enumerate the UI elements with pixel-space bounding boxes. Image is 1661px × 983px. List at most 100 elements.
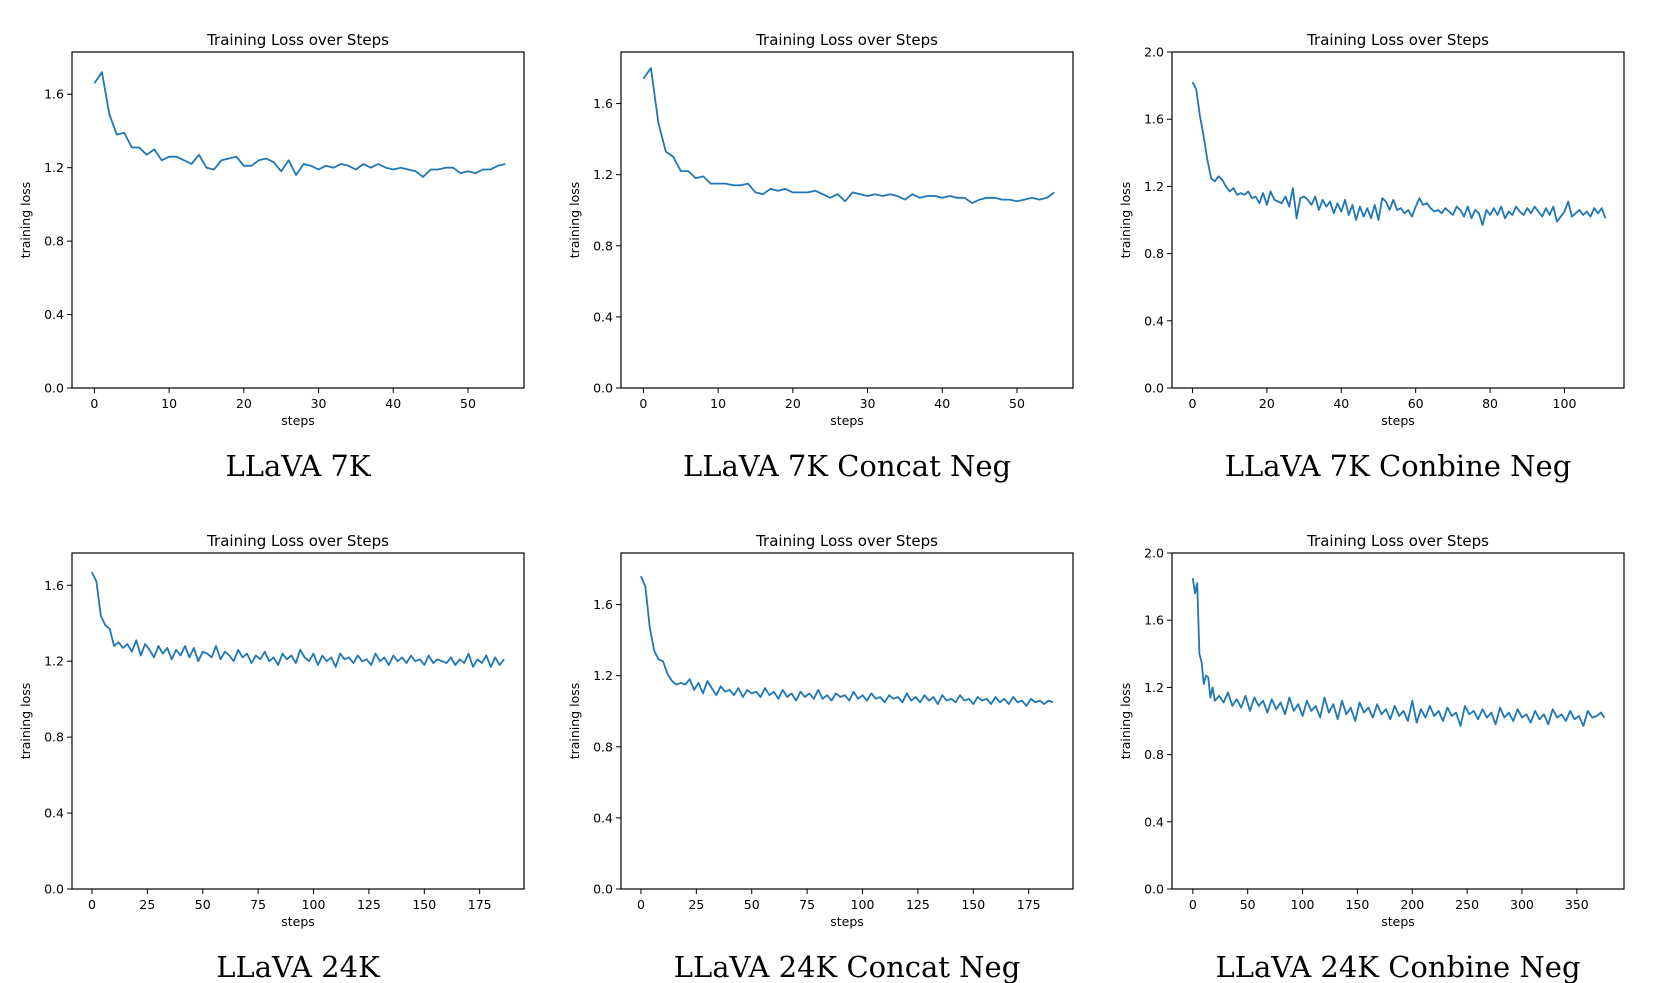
x-tick-label: 75 <box>250 897 266 912</box>
x-tick-label: 175 <box>468 897 492 912</box>
plot-frame <box>620 51 1074 389</box>
x-tick-label: 50 <box>1240 897 1256 912</box>
loss-series-line <box>640 575 1054 707</box>
y-tick-label: 0.8 <box>593 739 613 754</box>
x-tick-label: 100 <box>1291 897 1315 912</box>
y-tick-label: 1.6 <box>44 87 64 102</box>
y-tick-label: 0.4 <box>1144 313 1164 328</box>
x-axis-label: steps <box>1381 413 1415 428</box>
plot-frame <box>620 552 1074 890</box>
x-tick-label: 150 <box>1345 897 1369 912</box>
x-tick-label: 150 <box>961 897 985 912</box>
x-tick-label: 150 <box>412 897 436 912</box>
y-axis-label: training loss <box>567 683 582 760</box>
x-tick-label: 0 <box>90 396 98 411</box>
y-tick-label: 0.0 <box>44 882 64 897</box>
subplot-caption: LLaVA 7K Concat Neg <box>683 449 1011 483</box>
x-tick-label: 300 <box>1510 897 1534 912</box>
plot-frame <box>71 552 525 890</box>
chart-panel-llava-24k-concat-neg: Training Loss over Steps 0 25 50 75 100 125 150… <box>567 532 1074 983</box>
y-tick-label: 1.6 <box>44 578 64 593</box>
x-tick-label: 50 <box>744 897 760 912</box>
loss-series-line <box>91 571 505 668</box>
y-tick-label: 0.4 <box>44 806 64 821</box>
y-axis-label: training loss <box>1118 182 1133 259</box>
x-tick-label: 30 <box>860 396 876 411</box>
chart-panel-llava-7k-conbine-neg: Training Loss over Steps 0 20 40 60 80 100 0.0 0… <box>1118 31 1625 483</box>
chart-title: Training Loss over Steps <box>1306 31 1489 49</box>
x-tick-label: 75 <box>799 897 815 912</box>
x-tick-label: 125 <box>357 897 381 912</box>
y-axis-label: training loss <box>1118 683 1133 760</box>
chart-panel-llava-7k-concat-neg: Training Loss over Steps 0 10 20 30 40 50 0.0 0.… <box>567 31 1074 483</box>
x-tick-label: 175 <box>1017 897 1041 912</box>
x-tick-label: 30 <box>311 396 327 411</box>
y-tick-label: 0.4 <box>593 309 613 324</box>
y-tick-label: 1.6 <box>1144 613 1164 628</box>
plot-frame <box>1171 552 1625 890</box>
y-tick-label: 0.0 <box>1144 882 1164 897</box>
y-axis-label: training loss <box>18 683 33 760</box>
x-axis-label: steps <box>830 914 864 929</box>
chart-panel-llava-7k: Training Loss over Steps 0 10 20 30 40 50 0.0 0.… <box>18 31 525 483</box>
plot-frame <box>1171 51 1625 389</box>
x-tick-label: 25 <box>688 897 704 912</box>
chart-title: Training Loss over Steps <box>206 532 389 550</box>
subplot-caption: LLaVA 24K Conbine Neg <box>1215 950 1580 983</box>
y-axis-label: training loss <box>18 182 33 259</box>
y-tick-label: 1.2 <box>593 668 613 683</box>
loss-series-line <box>1191 81 1607 226</box>
y-tick-label: 0.4 <box>1144 814 1164 829</box>
chart-title: Training Loss over Steps <box>206 31 389 49</box>
y-tick-label: 2.0 <box>1144 45 1164 60</box>
chart-panel-llava-24k-conbine-neg: Training Loss over Steps 0 50 100 150 200 250 3… <box>1118 532 1625 983</box>
y-tick-label: 1.6 <box>593 96 613 111</box>
subplot-caption: LLaVA 24K Concat Neg <box>674 950 1021 983</box>
x-axis-label: steps <box>281 914 315 929</box>
y-tick-label: 0.8 <box>1144 246 1164 261</box>
y-tick-label: 0.4 <box>44 307 64 322</box>
y-tick-label: 1.2 <box>44 160 64 175</box>
x-tick-label: 25 <box>139 897 155 912</box>
x-tick-label: 200 <box>1400 897 1424 912</box>
chart-title: Training Loss over Steps <box>1306 532 1489 550</box>
x-tick-label: 0 <box>88 897 96 912</box>
y-tick-label: 1.2 <box>1144 179 1164 194</box>
x-tick-label: 0 <box>639 396 647 411</box>
x-tick-label: 250 <box>1455 897 1479 912</box>
x-tick-label: 50 <box>460 396 476 411</box>
y-tick-label: 1.6 <box>1144 112 1164 127</box>
subplot-caption: LLaVA 24K <box>216 950 381 983</box>
chart-title: Training Loss over Steps <box>755 532 938 550</box>
x-axis-label: steps <box>281 413 315 428</box>
y-tick-label: 0.8 <box>44 234 64 249</box>
y-tick-label: 0.8 <box>1144 747 1164 762</box>
y-tick-label: 0.0 <box>593 381 613 396</box>
x-tick-label: 20 <box>785 396 801 411</box>
plot-frame <box>71 51 525 389</box>
y-tick-label: 0.8 <box>593 238 613 253</box>
chart-title: Training Loss over Steps <box>755 31 938 49</box>
x-tick-label: 100 <box>302 897 326 912</box>
x-tick-label: 100 <box>851 897 875 912</box>
y-tick-label: 1.2 <box>593 167 613 182</box>
x-tick-label: 0 <box>1188 396 1196 411</box>
y-tick-label: 0.0 <box>1144 381 1164 396</box>
loss-series-line <box>93 71 506 178</box>
subplot-caption: LLaVA 7K Conbine Neg <box>1225 449 1572 483</box>
loss-series-line <box>1191 578 1606 727</box>
x-tick-label: 10 <box>710 396 726 411</box>
x-tick-label: 125 <box>906 897 930 912</box>
x-tick-label: 40 <box>385 396 401 411</box>
x-tick-label: 40 <box>934 396 950 411</box>
y-tick-label: 2.0 <box>1144 546 1164 561</box>
y-axis-label: training loss <box>567 182 582 259</box>
x-tick-label: 80 <box>1482 396 1498 411</box>
y-tick-label: 0.0 <box>44 381 64 396</box>
y-tick-label: 0.0 <box>593 882 613 897</box>
x-axis-label: steps <box>830 413 864 428</box>
chart-panel-llava-24k: Training Loss over Steps 0 25 50 75 100 125 150… <box>18 532 525 983</box>
x-tick-label: 20 <box>1259 396 1275 411</box>
x-tick-label: 350 <box>1565 897 1589 912</box>
x-tick-label: 0 <box>1189 897 1197 912</box>
